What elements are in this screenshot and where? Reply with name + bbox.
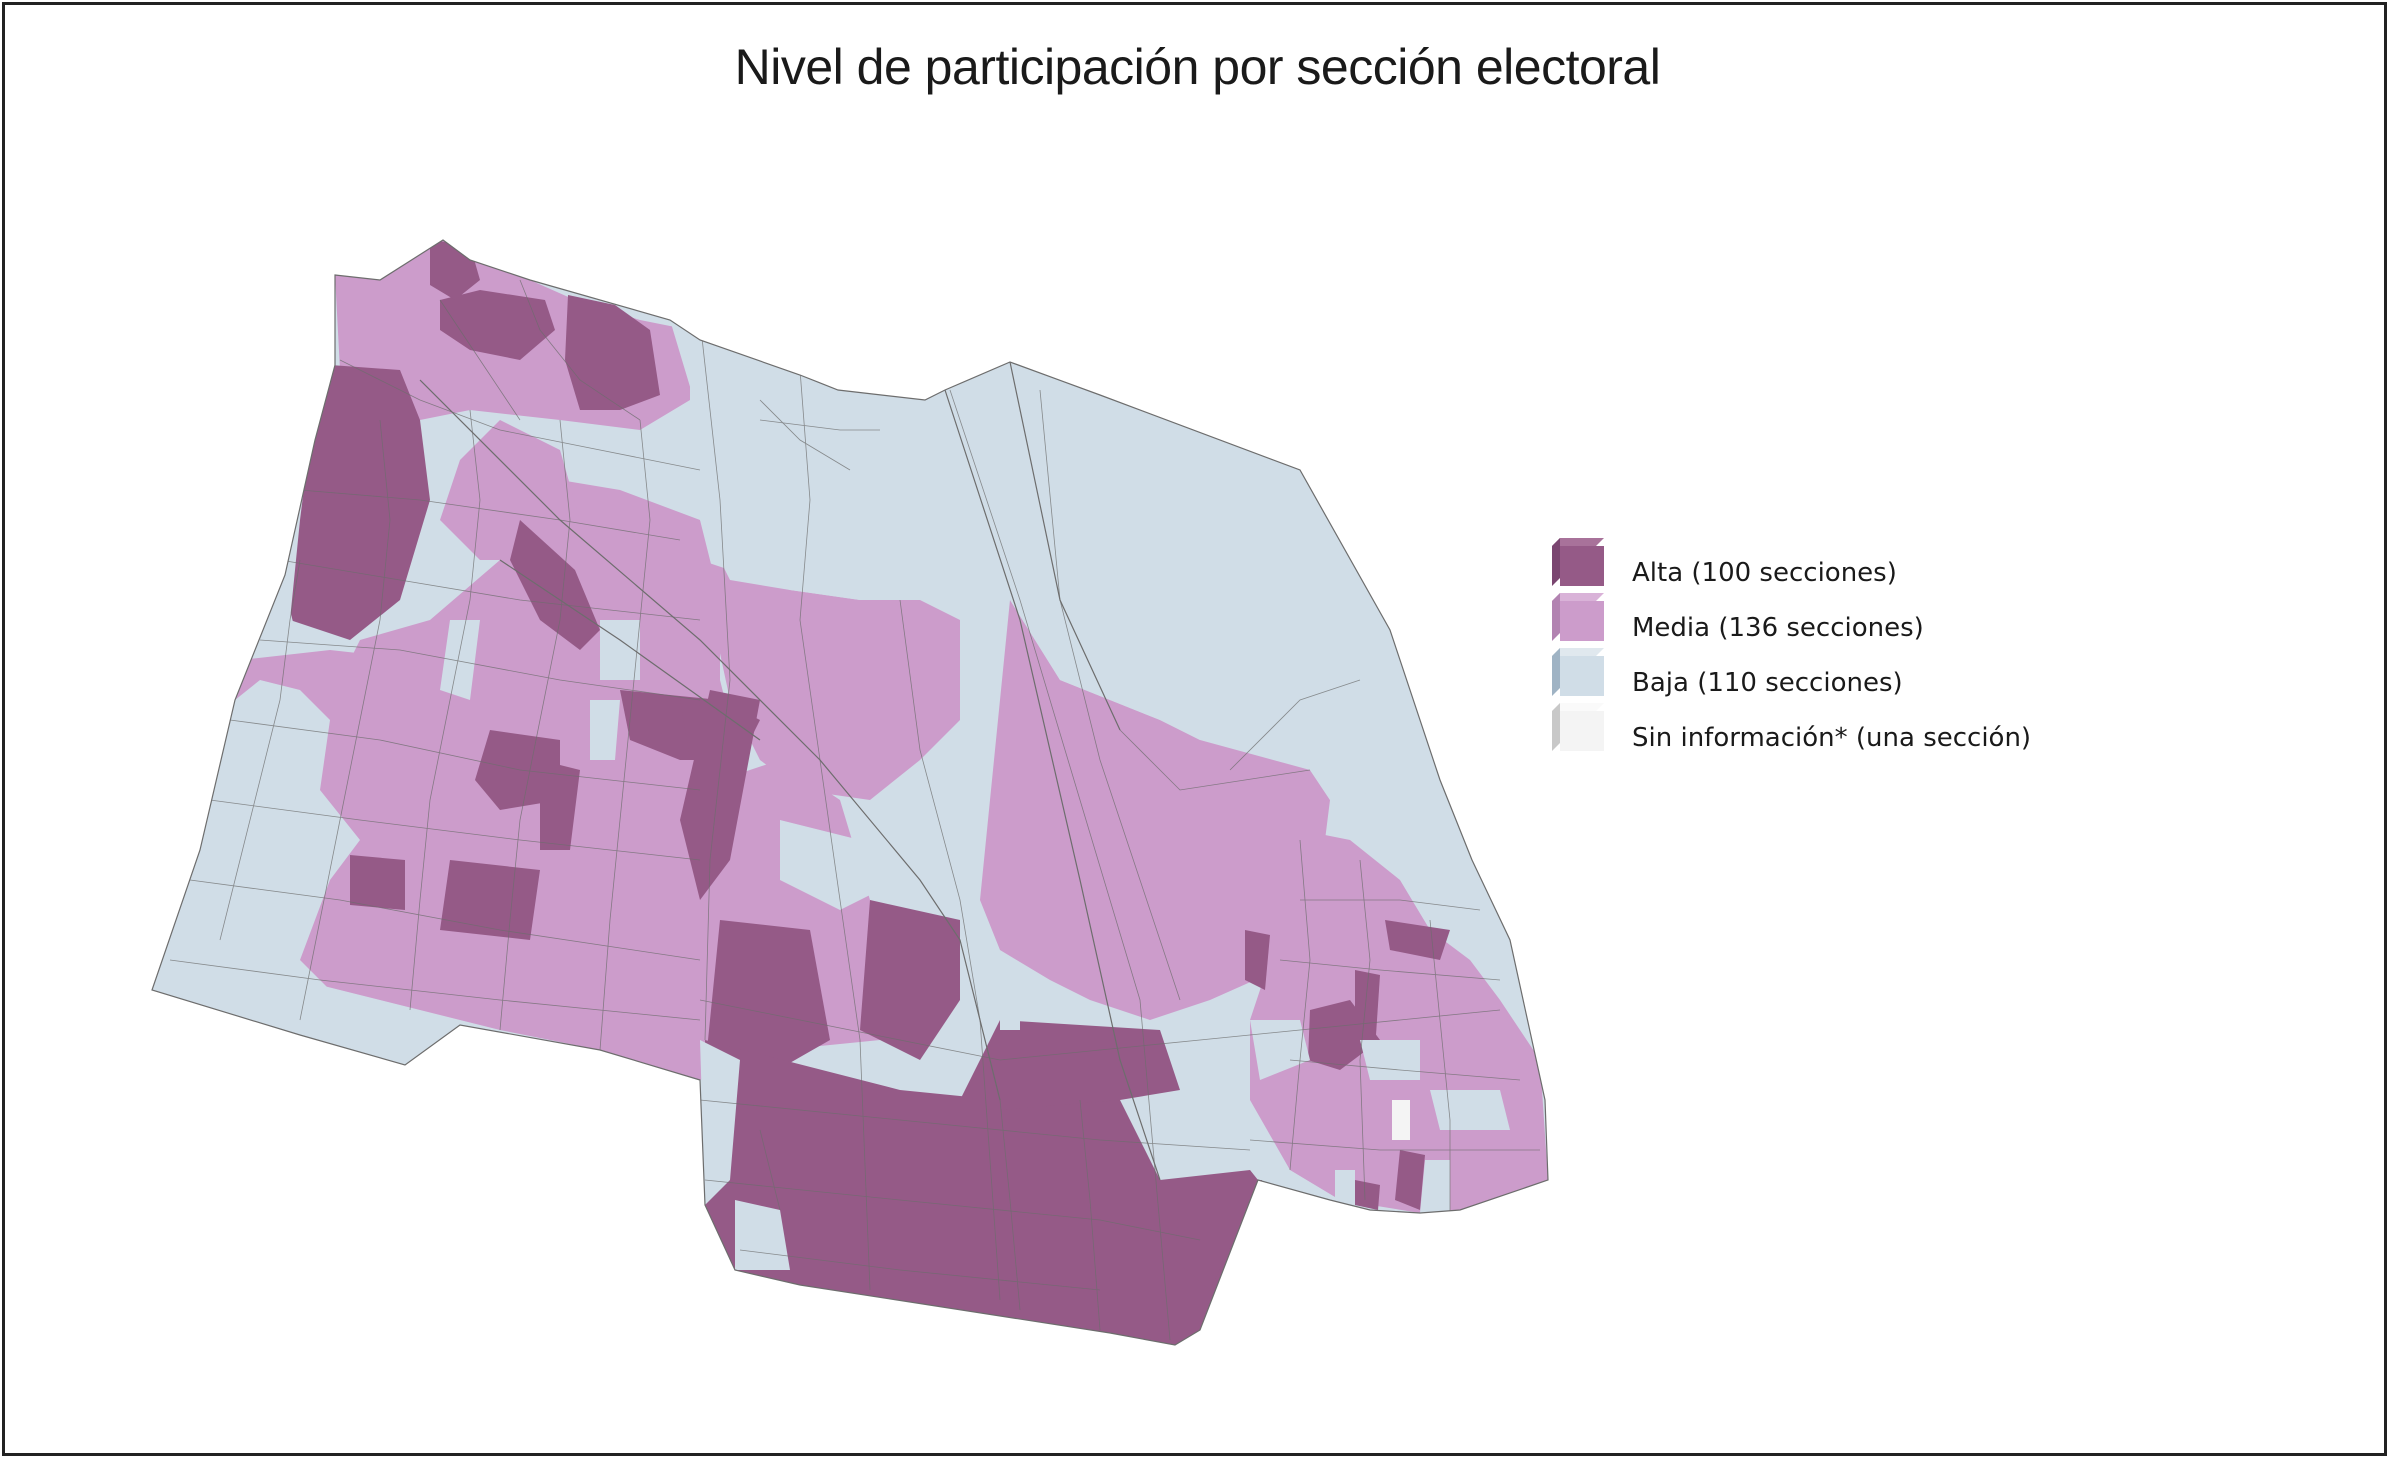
- road-lines: [419, 361, 1161, 1181]
- legend-label-sin-informacion: Sin información* (una sección): [1632, 723, 2032, 753]
- legend-label-baja: Baja (110 secciones): [1632, 668, 1903, 698]
- legend-swatch-media: [1552, 593, 1604, 641]
- legend-swatch-baja: [1552, 648, 1604, 696]
- legend-label-alta: Alta (100 secciones): [1632, 558, 1897, 588]
- sin-informacion-region: [1392, 1100, 1410, 1140]
- map-title: Nivel de participación por sección elect…: [734, 39, 1661, 95]
- legend-swatch-sin-informacion: [1552, 703, 1604, 751]
- legend-label-media: Media (136 secciones): [1632, 613, 1924, 643]
- baja-regions: [152, 320, 1510, 1270]
- legend-swatch-alta: [1552, 538, 1604, 586]
- alta-regions: [290, 240, 1450, 1345]
- section-boundaries: [169, 279, 1540, 1341]
